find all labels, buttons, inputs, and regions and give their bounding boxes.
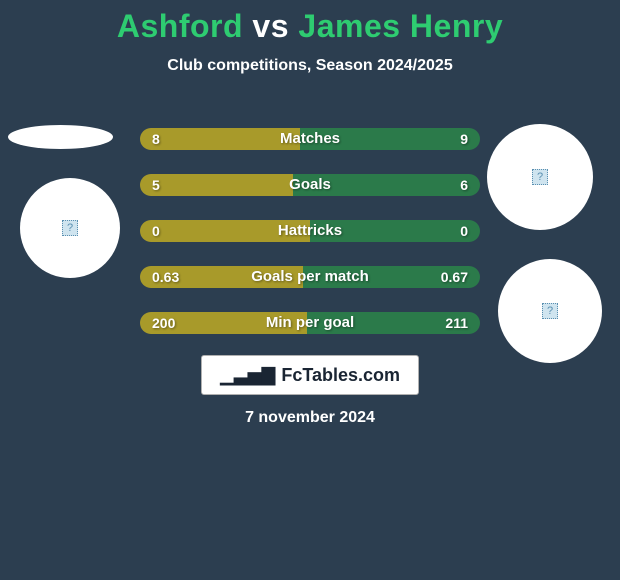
- stat-label: Hattricks: [140, 220, 480, 242]
- title-left-player: Ashford: [117, 8, 243, 44]
- page-title: Ashford vs James Henry: [0, 0, 620, 45]
- subtitle: Club competitions, Season 2024/2025: [0, 57, 620, 75]
- left-player-circle: ?: [20, 178, 120, 278]
- date-label: 7 november 2024: [0, 409, 620, 427]
- stat-row: 89Matches: [140, 128, 480, 150]
- placeholder-icon: ?: [62, 220, 78, 236]
- stat-label: Goals: [140, 174, 480, 196]
- stat-label: Matches: [140, 128, 480, 150]
- comparison-bars: 89Matches 56Goals 00Hattricks 0.630.67Goals…: [140, 128, 480, 358]
- fctables-logo: ▁▃▅▇ FcTables.com: [201, 355, 419, 395]
- right-player-circle: ?: [487, 124, 593, 230]
- placeholder-icon: ?: [532, 169, 548, 185]
- placeholder-icon: ?: [542, 303, 558, 319]
- bar-chart-icon: ▁▃▅▇: [220, 365, 275, 386]
- stat-label: Min per goal: [140, 312, 480, 334]
- stat-row: 00Hattricks: [140, 220, 480, 242]
- stat-row: 56Goals: [140, 174, 480, 196]
- decor-ellipse: [8, 125, 113, 149]
- logo-text: FcTables.com: [281, 365, 400, 386]
- right-player-circle-2: ?: [498, 259, 602, 363]
- stat-label: Goals per match: [140, 266, 480, 288]
- title-right-player: James Henry: [298, 8, 503, 44]
- title-vs: vs: [252, 8, 289, 44]
- stat-row: 0.630.67Goals per match: [140, 266, 480, 288]
- stat-row: 200211Min per goal: [140, 312, 480, 334]
